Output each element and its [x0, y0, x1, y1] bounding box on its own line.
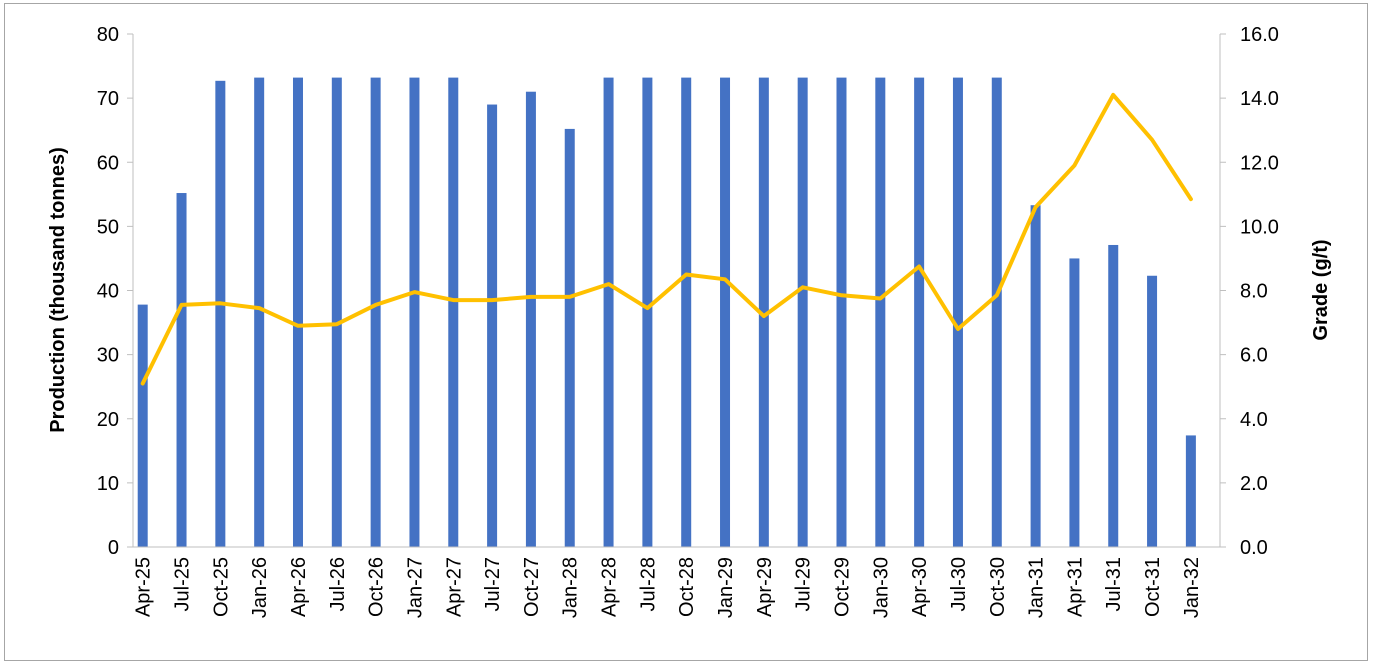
- bar: [914, 77, 925, 547]
- right-tick-label: 0.0: [1240, 537, 1268, 559]
- bar: [1108, 244, 1119, 547]
- bar: [1185, 435, 1196, 547]
- left-tick-label: 20: [97, 409, 119, 431]
- right-tick-label: 14.0: [1240, 88, 1279, 110]
- x-tick-label: Apr-26: [288, 557, 310, 617]
- x-tick-label: Jul-28: [637, 557, 659, 611]
- bar: [681, 77, 692, 547]
- x-tick-label: Jan-28: [560, 557, 582, 618]
- bar: [758, 77, 769, 547]
- bar: [137, 304, 148, 547]
- x-tick-label: Oct-26: [366, 557, 388, 617]
- bar: [448, 77, 459, 547]
- x-tick-label: Jan-29: [715, 557, 737, 618]
- right-tick-label: 10.0: [1240, 216, 1279, 238]
- x-axis-ticks: Apr-25 Jul-25 Oct-25 Jan-26 Apr-26 Jul-26 Oct-…: [133, 557, 1203, 618]
- x-tick-label: Jul-26: [327, 557, 349, 611]
- left-tick-label: 10: [97, 473, 119, 495]
- x-tick-label: Apr-27: [443, 557, 465, 617]
- x-tick-label: Oct-29: [831, 557, 853, 617]
- left-tick-label: 80: [97, 24, 119, 46]
- x-tick-label: Apr-25: [133, 557, 155, 617]
- x-tick-label: Jan-31: [1026, 557, 1048, 618]
- right-tick-label: 2.0: [1240, 473, 1268, 495]
- x-tick-label: Jul-31: [1103, 557, 1125, 611]
- bar: [370, 77, 381, 547]
- left-tick-label: 0: [108, 537, 119, 559]
- y2-axis-title: Grade (g/t): [1310, 239, 1332, 340]
- bar: [720, 77, 731, 547]
- x-tick-label: Apr-28: [599, 557, 621, 617]
- bar: [292, 77, 303, 547]
- bar: [991, 77, 1002, 547]
- left-tick-label: 40: [97, 281, 119, 303]
- x-tick-label: Oct-31: [1142, 557, 1164, 617]
- x-tick-label: Oct-27: [521, 557, 543, 617]
- right-tick-label: 4.0: [1240, 409, 1268, 431]
- x-tick-label: Apr-31: [1064, 557, 1086, 617]
- bar: [409, 77, 420, 547]
- left-tick-label: 60: [97, 152, 119, 174]
- x-tick-label: Oct-25: [210, 557, 232, 617]
- x-tick-label: Jul-30: [948, 557, 970, 611]
- x-tick-label: Jan-27: [404, 557, 426, 618]
- bar: [952, 77, 963, 547]
- left-tick-label: 30: [97, 345, 119, 367]
- y-axis-title: Production (thousand tonnes): [47, 147, 69, 433]
- bar: [525, 91, 536, 548]
- bar-series-production: [137, 77, 1196, 548]
- right-tick-label: 8.0: [1240, 281, 1268, 303]
- x-tick-label: Apr-29: [754, 557, 776, 617]
- x-tick-label: Jul-27: [482, 557, 504, 611]
- x-tick-label: Jul-29: [793, 557, 815, 611]
- left-tick-label: 50: [97, 216, 119, 238]
- right-tick-label: 6.0: [1240, 345, 1268, 367]
- bar: [331, 77, 342, 547]
- x-tick-label: Oct-30: [987, 557, 1009, 617]
- bar: [176, 193, 187, 547]
- bar: [1030, 205, 1041, 547]
- bar: [564, 128, 575, 547]
- bar: [797, 77, 808, 547]
- bar: [1069, 258, 1080, 547]
- bar: [1147, 275, 1158, 547]
- x-tick-label: Jan-26: [249, 557, 271, 618]
- bar: [836, 77, 847, 547]
- x-tick-label: Oct-28: [676, 557, 698, 617]
- right-axis-ticks: 0.0 2.0 4.0 6.0 8.0 10.0 12.0 14.0 16.0: [1220, 24, 1279, 559]
- left-tick-label: 70: [97, 88, 119, 110]
- right-tick-label: 12.0: [1240, 152, 1279, 174]
- right-tick-label: 16.0: [1240, 24, 1279, 46]
- x-tick-label: Apr-30: [909, 557, 931, 617]
- x-tick-label: Jan-30: [870, 557, 892, 618]
- bar: [875, 77, 886, 547]
- bar: [215, 80, 226, 547]
- left-axis-ticks: 0 10 20 30 40 50 60 70 80: [97, 24, 133, 559]
- line-series-grade: [140, 92, 1193, 386]
- bar: [642, 77, 653, 547]
- bar: [487, 104, 498, 547]
- bar: [603, 77, 614, 547]
- x-tick-label: Jul-25: [172, 557, 194, 611]
- x-tick-label: Jan-32: [1181, 557, 1203, 618]
- bar: [254, 77, 265, 547]
